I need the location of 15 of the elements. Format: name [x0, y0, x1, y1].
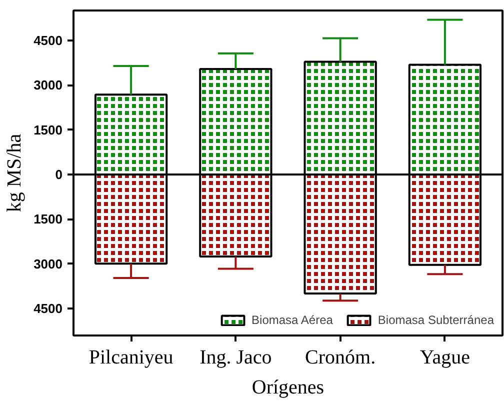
x-tick-label: Cronóm. [305, 346, 376, 368]
y-tick-label: 4500 [34, 32, 62, 48]
x-axis-title: Orígenes [252, 376, 324, 398]
legend-label: Biomasa Aérea [252, 313, 333, 327]
y-tick-label: 1500 [34, 122, 62, 138]
x-tick-label: Ing. Jaco [200, 346, 272, 368]
y-axis-title: kg MS/ha [4, 134, 26, 212]
x-tick-label: Pilcaniyeu [88, 346, 174, 368]
legend-label: Biomasa Subterránea [378, 313, 494, 327]
y-tick-label: 3000 [34, 78, 62, 93]
y-tick-label: 4500 [34, 301, 62, 316]
x-tick-label: Yague [420, 346, 470, 368]
y-tick-label: 0 [55, 166, 63, 182]
y-tick-label: 3000 [34, 256, 62, 272]
y-tick-label: 1500 [34, 212, 62, 227]
